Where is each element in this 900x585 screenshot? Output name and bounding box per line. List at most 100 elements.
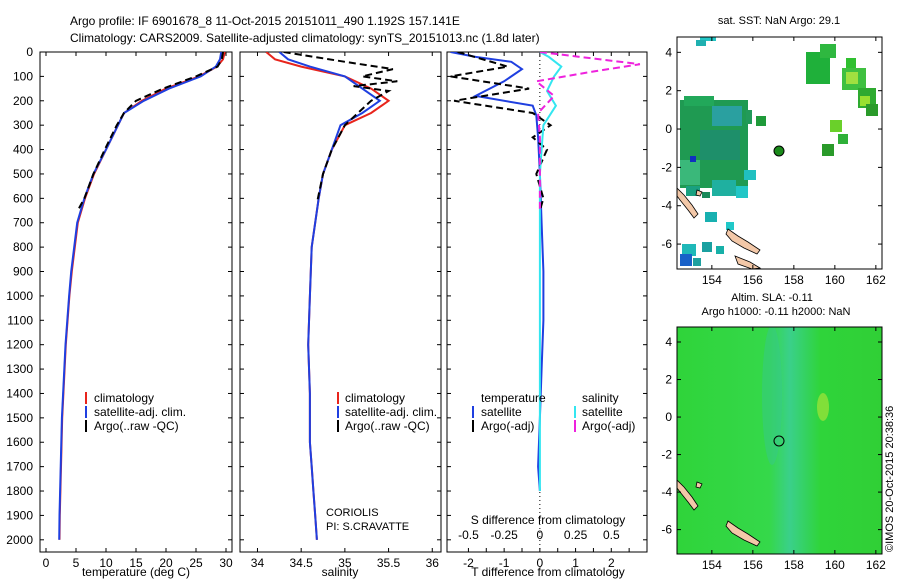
temperature-legend: climatology satellite-adj. clim. Argo(..…	[85, 391, 186, 433]
legend-label-satellite: satellite-adj. clim.	[345, 405, 437, 419]
pi-label: PI: S.CRAVATTE	[326, 521, 409, 533]
x-tick-label: -1	[499, 556, 510, 570]
x-tick-label: 2	[608, 556, 615, 570]
island-bougainville	[677, 187, 699, 219]
depth-tick-label: 1900	[6, 508, 33, 522]
argo-position-marker	[773, 145, 785, 157]
depth-tick-label: 1000	[6, 289, 33, 303]
sst-cell	[680, 160, 700, 185]
legend-label-argo: Argo(..raw -QC)	[94, 419, 179, 433]
depth-tick-label: 400	[13, 143, 33, 157]
sst-cell	[696, 40, 706, 46]
temperature-series	[58, 52, 226, 540]
sst-cell	[682, 244, 696, 256]
depth-tick-label: 2000	[6, 533, 33, 547]
depth-tick-label: 1200	[6, 338, 33, 352]
sst-cell	[866, 104, 878, 116]
sst-cell	[702, 242, 712, 252]
sst-cell	[712, 180, 736, 196]
sst-cell	[700, 37, 716, 41]
legend-label-satellite: satellite-adj. clim.	[94, 405, 186, 419]
sst-cell	[693, 258, 701, 266]
depth-tick-label: 1800	[6, 484, 33, 498]
depth-tick-label: 200	[13, 94, 33, 108]
x-tick-label-top: -0.25	[490, 528, 518, 542]
legend-label-t-satellite: satellite	[481, 405, 522, 419]
island-small	[695, 189, 703, 197]
map-x-tick-label: 158	[784, 558, 804, 572]
series-line	[76, 52, 224, 211]
map-y-tick-label: 2	[665, 373, 672, 387]
sst-cell	[838, 134, 848, 144]
sst-map	[677, 37, 882, 269]
x-tick-label-top: -0.5	[458, 528, 479, 542]
map-y-tick-label: 0	[665, 122, 672, 136]
map-y-tick-label: 0	[665, 410, 672, 424]
map-x-tick-label: 160	[825, 558, 845, 572]
depth-tick-label: 300	[13, 118, 33, 132]
x-tick-label: 1	[572, 556, 579, 570]
sla-map-frame	[676, 326, 883, 555]
sst-map-frame	[676, 36, 883, 270]
series-line	[450, 52, 553, 211]
depth-tick-label: 1700	[6, 460, 33, 474]
legend-label-t-argo: Argo(-adj)	[481, 419, 534, 433]
salinity-xlabel: salinity	[322, 565, 359, 579]
sst-map-ticks: 154 156 158 160 162 4 2 0 -2 -4 -6	[661, 37, 886, 287]
map-y-tick-label: 4	[665, 335, 672, 349]
difference-xlabel-top: S difference from climatology	[471, 513, 626, 527]
sst-cell	[712, 106, 742, 126]
x-tick-label-top: 0.25	[564, 528, 588, 542]
map-x-tick-label: 158	[784, 273, 804, 287]
map-x-tick-label: 162	[866, 558, 886, 572]
legend-label-argo: Argo(..raw -QC)	[345, 419, 430, 433]
difference-series	[450, 52, 641, 492]
sst-cell	[686, 186, 700, 196]
depth-ticks: 0 100 200 300 400 500 600 700 800 900 1000 1100 1200…	[6, 45, 647, 547]
legend-label-climatology: climatology	[94, 391, 154, 405]
depth-tick-label: 1500	[6, 411, 33, 425]
salinity-series	[265, 52, 398, 540]
map-x-tick-label: 162	[866, 273, 886, 287]
x-tick-label: 20	[159, 556, 173, 570]
sla-land	[677, 479, 761, 547]
imos-credit: ©IMOS 20-Oct-2015 20:38:36	[884, 406, 896, 552]
legend-header-temperature: temperature	[481, 391, 546, 405]
island-solomon	[725, 520, 761, 547]
sst-cell	[830, 120, 842, 132]
x-tick-label: 35.5	[377, 556, 401, 570]
sst-cell	[705, 212, 717, 222]
sst-cell	[726, 222, 734, 230]
map-y-tick-label: -6	[661, 237, 672, 251]
legend-header-salinity: salinity	[582, 391, 619, 405]
x-tick-label: 30	[219, 556, 233, 570]
sst-cell	[756, 116, 766, 126]
x-tick-label: 15	[129, 556, 143, 570]
depth-tick-label: 1300	[6, 362, 33, 376]
sst-cell	[846, 58, 856, 68]
sst-cell	[846, 72, 858, 84]
map-y-tick-label: -4	[661, 199, 672, 213]
depth-tick-label: 600	[13, 191, 33, 205]
sst-map-title: sat. SST: NaN Argo: 29.1	[718, 15, 840, 27]
depth-tick-label: 1600	[6, 435, 33, 449]
sla-map-subtitle: Argo h1000: -0.11 h2000: NaN	[701, 306, 850, 318]
x-tick-label: 5	[73, 556, 80, 570]
map-y-tick-label: -6	[661, 523, 672, 537]
depth-tick-label: 100	[13, 69, 33, 83]
depth-tick-label: 800	[13, 240, 33, 254]
depth-tick-label: 900	[13, 265, 33, 279]
x-tick-label: 36	[426, 556, 440, 570]
legend-label-climatology: climatology	[345, 391, 405, 405]
sst-cell	[820, 44, 836, 58]
x-tick-label-top: 0	[537, 528, 544, 542]
series-line	[58, 52, 223, 540]
map-y-tick-label: 2	[665, 84, 672, 98]
x-tick-label: 25	[189, 556, 203, 570]
map-x-tick-label: 156	[743, 273, 763, 287]
map-x-tick-label: 160	[825, 273, 845, 287]
series-line	[450, 52, 545, 492]
temperature-xlabel: temperature (deg C)	[82, 565, 190, 579]
depth-tick-label: 1400	[6, 386, 33, 400]
